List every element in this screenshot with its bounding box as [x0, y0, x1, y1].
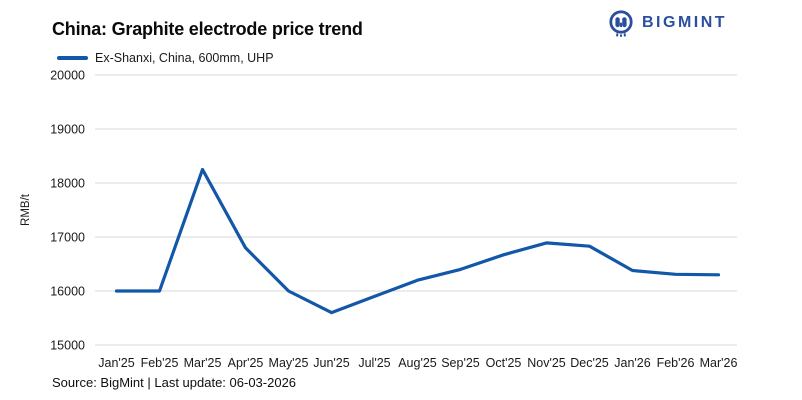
y-tick-label: 20000: [50, 69, 85, 83]
chart-legend: Ex-Shanxi, China, 600mm, UHP: [57, 51, 274, 65]
chart-title: China: Graphite electrode price trend: [52, 19, 363, 39]
x-tick-label: Mar'26: [700, 356, 738, 370]
x-tick-label: May'25: [269, 356, 309, 370]
y-tick-label: 15000: [50, 339, 85, 353]
y-tick-label: 18000: [50, 177, 85, 191]
x-tick-label: Jun'25: [313, 356, 349, 370]
x-tick-label: Nov'25: [527, 356, 566, 370]
bigmint-logo: BIGMINT: [607, 9, 727, 37]
x-tick-label: Jan'25: [98, 356, 134, 370]
y-axis-title: RMB/t: [20, 193, 32, 226]
legend-line-marker: [57, 56, 88, 60]
x-tick-label: Feb'26: [657, 356, 695, 370]
x-tick-label: Oct'25: [486, 356, 522, 370]
x-tick-label: Jan'26: [614, 356, 650, 370]
y-tick-label: 19000: [50, 123, 85, 137]
x-tick-label: Sep'25: [441, 356, 480, 370]
price-series-line: [114, 167, 721, 315]
x-tick-label: Dec'25: [570, 356, 609, 370]
legend-series-label: Ex-Shanxi, China, 600mm, UHP: [95, 51, 274, 65]
x-tick-label: Apr'25: [228, 356, 264, 370]
x-tick-label: Mar'25: [184, 356, 222, 370]
source-note: Source: BigMint | Last update: 06-03-202…: [52, 375, 297, 390]
x-tick-label: Feb'25: [141, 356, 179, 370]
y-tick-label: 16000: [50, 285, 85, 299]
bigmint-logo-text: BIGMINT: [642, 14, 728, 31]
x-tick-label: Jul'25: [358, 356, 390, 370]
bigmint-logo-icon: [607, 9, 635, 37]
x-tick-label: Aug'25: [398, 356, 437, 370]
y-tick-label: 17000: [50, 231, 85, 245]
